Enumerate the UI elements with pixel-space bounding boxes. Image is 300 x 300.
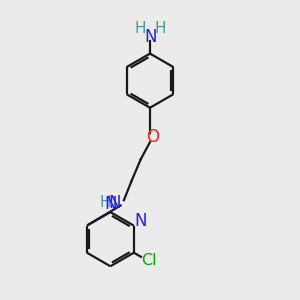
Text: H: H — [134, 21, 146, 36]
Text: H: H — [154, 21, 166, 36]
Text: O: O — [146, 128, 159, 146]
Text: N: N — [109, 194, 121, 212]
Text: N: N — [144, 28, 157, 46]
Text: N: N — [104, 195, 117, 213]
Text: N: N — [135, 212, 147, 230]
Text: H: H — [99, 195, 111, 210]
Text: Cl: Cl — [142, 253, 157, 268]
